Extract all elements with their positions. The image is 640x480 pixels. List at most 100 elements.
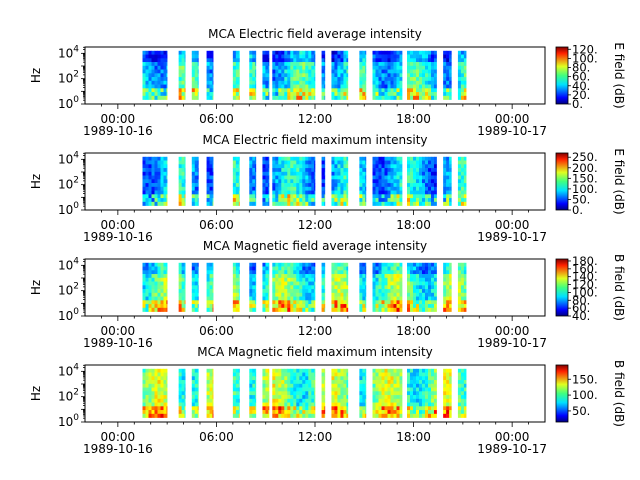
heatmap-cell (293, 413, 297, 418)
y-tick-exponent: 4 (73, 362, 79, 372)
heatmap-cell (331, 80, 335, 85)
heatmap-cell (460, 391, 465, 396)
heatmap-cell (375, 413, 379, 418)
heatmap-cell (278, 69, 282, 74)
heatmap-cell (314, 65, 316, 70)
heatmap-cell (302, 395, 306, 400)
heatmap-cell (321, 88, 325, 93)
heatmap-cell (324, 262, 326, 267)
heatmap-cell (232, 398, 237, 403)
heatmap-cell (232, 274, 237, 279)
heatmap-cell (206, 175, 210, 180)
heatmap-cell (284, 80, 288, 85)
heatmap-cell (252, 380, 256, 385)
heatmap-cell (384, 296, 388, 301)
heatmap-cell (151, 179, 155, 184)
heatmap-cell (337, 92, 341, 97)
heatmap-cell (308, 183, 312, 188)
heatmap-cell (365, 160, 367, 165)
colorbar-tick-label: 120. (572, 42, 598, 56)
y-tick-exponent: 4 (73, 44, 79, 54)
heatmap-cell (305, 194, 309, 199)
x-tick-label: 00:00 (495, 112, 530, 126)
heatmap-cell (160, 387, 164, 392)
heatmap-cell (422, 274, 426, 279)
heatmap-cell (238, 156, 240, 161)
heatmap-cell (393, 368, 397, 373)
heatmap-cell (191, 410, 196, 415)
heatmap-cell (197, 62, 199, 67)
heatmap-cell (296, 171, 300, 176)
heatmap-cell (281, 406, 285, 411)
heatmap-cell (399, 281, 403, 286)
heatmap-cell (302, 368, 306, 373)
heatmap-cell (142, 383, 146, 388)
heatmap-cell (457, 194, 462, 199)
heatmap-cell (340, 179, 344, 184)
heatmap-cell (145, 65, 149, 70)
heatmap-cell (375, 383, 379, 388)
heatmap-cell (314, 168, 316, 173)
heatmap-cell (381, 300, 385, 305)
heatmap-cell (178, 73, 182, 78)
heatmap-cell (302, 277, 306, 282)
heatmap-cell (378, 368, 382, 373)
heatmap-cell (145, 95, 149, 100)
heatmap-cell (206, 395, 210, 400)
heatmap-cell (340, 183, 344, 188)
heatmap-cell (278, 95, 282, 100)
heatmap-cell (321, 95, 325, 100)
heatmap-cell (255, 285, 257, 290)
heatmap-cell (346, 175, 349, 180)
heatmap-cell (235, 406, 240, 411)
heatmap-cell (308, 168, 312, 173)
heatmap-cell (142, 266, 146, 271)
heatmap-cell (287, 164, 291, 169)
heatmap-cell (346, 58, 349, 63)
heatmap-cell (268, 179, 270, 184)
heatmap-cell (290, 281, 294, 286)
heatmap-cell (375, 304, 379, 309)
colorbar-tick-label: 180. (572, 254, 598, 268)
heatmap-cell (416, 398, 420, 403)
heatmap-cell (457, 277, 462, 282)
heatmap-cell (151, 292, 155, 297)
heatmap-cell (431, 198, 435, 203)
heatmap-cell (311, 262, 315, 267)
heatmap-cell (197, 54, 199, 59)
heatmap-cell (457, 80, 462, 85)
heatmap-cell (268, 168, 270, 173)
heatmap-cell (362, 383, 366, 388)
heatmap-cell (449, 266, 452, 271)
heatmap-cell (148, 380, 152, 385)
heatmap-cell (416, 387, 420, 392)
heatmap-cell (331, 164, 335, 169)
heatmap-cell (305, 164, 309, 169)
heatmap-cell (209, 285, 213, 290)
heatmap-cell (212, 168, 214, 173)
y-tick-label: 100 (58, 201, 79, 217)
heatmap-cell (154, 77, 158, 82)
heatmap-cell (434, 183, 437, 188)
heatmap-cell (340, 58, 344, 63)
heatmap-cell (434, 50, 437, 55)
heatmap-cell (375, 179, 379, 184)
heatmap-cell (157, 413, 161, 418)
heatmap-cell (209, 92, 213, 97)
heatmap-cell (287, 410, 291, 415)
colorbar-tick-label: 100. (572, 51, 598, 65)
heatmap-cell (255, 65, 257, 70)
heatmap-cell (393, 383, 397, 388)
heatmap-cell (446, 77, 450, 82)
heatmap-cell (249, 168, 253, 173)
heatmap-cell (393, 266, 397, 271)
heatmap-cell (275, 274, 279, 279)
heatmap-cell (407, 186, 411, 191)
heatmap-cell (255, 95, 257, 100)
heatmap-cell (154, 281, 158, 286)
colorbar-tick-label: 100. (572, 285, 598, 299)
heatmap-cell (399, 376, 403, 381)
heatmap-cell (321, 368, 325, 373)
heatmap-cell (160, 186, 164, 191)
heatmap-cell (151, 50, 155, 55)
